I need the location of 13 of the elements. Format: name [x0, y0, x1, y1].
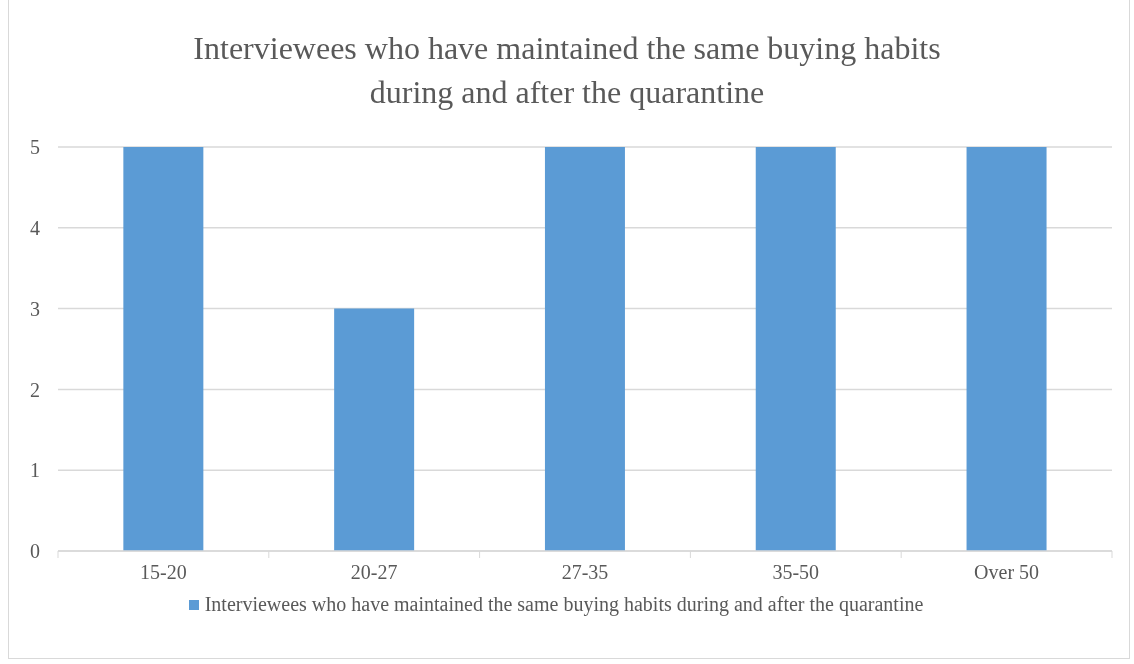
y-tick-label: 0	[30, 540, 40, 563]
x-tick-label: 20-27	[350, 561, 398, 583]
chart-title: Interviewees who have maintained the same buying habits during and after the quarantine	[192, 29, 942, 112]
y-tick-label: 5	[30, 136, 40, 159]
x-tick-label: 35-50	[772, 561, 820, 583]
x-tick-label: 15-20	[140, 561, 187, 583]
y-tick-label: 3	[30, 297, 40, 320]
y-tick-label: 1	[30, 459, 40, 482]
x-tick-label: Over 50	[974, 561, 1040, 583]
y-tick-label: 4	[30, 216, 40, 239]
legend-label: Interviewees who have maintained the same buying habits during and after the quarantine	[204, 593, 924, 616]
y-tick-label: 2	[30, 378, 40, 401]
x-tick-label: 27-35	[561, 561, 609, 583]
